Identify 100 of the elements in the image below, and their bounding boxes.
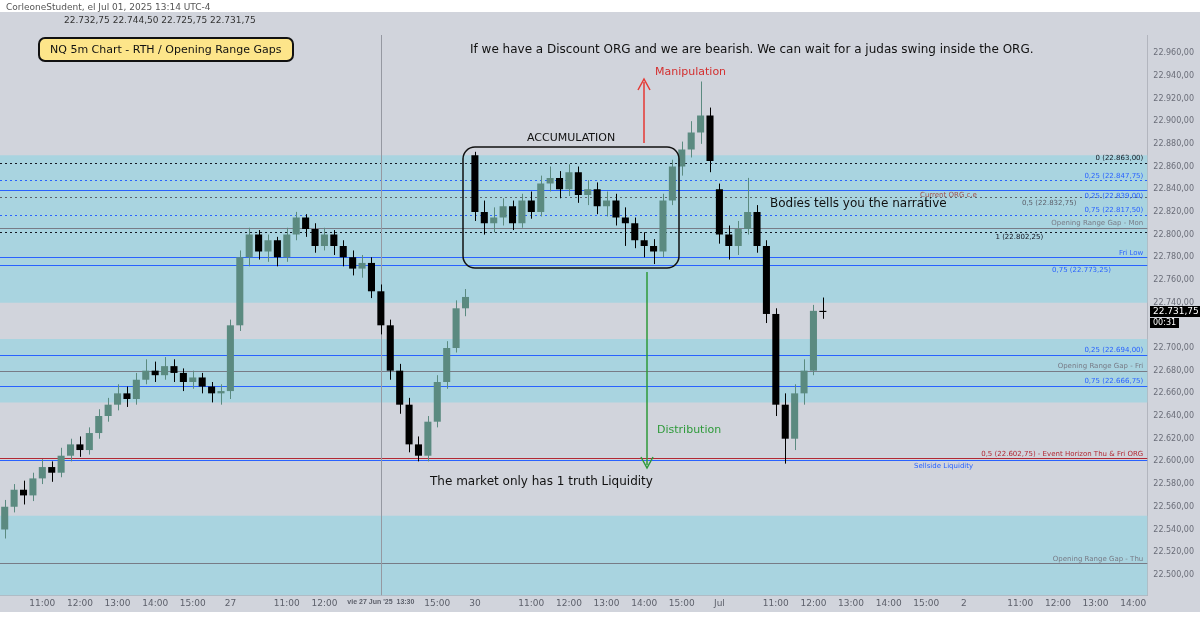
x-tick-label: 13:00 — [104, 597, 131, 608]
text: NQ 5m Chart - RTH / Opening Range Gaps — [38, 37, 294, 62]
annotation: If we have a Discount ORG and we are bearish. We can wait for a judas swing inside the ORG. — [470, 42, 1034, 57]
candlestick — [508, 200, 517, 231]
candlestick — [57, 447, 65, 478]
y-tick-label: 22.880,00 — [1153, 138, 1194, 148]
candlestick — [29, 472, 37, 502]
candlestick — [480, 200, 488, 236]
candlestick — [640, 231, 648, 258]
x-tick-label: 13:00 — [838, 597, 865, 608]
candlestick — [198, 372, 206, 394]
y-tick-label: 22.620,00 — [1153, 433, 1194, 443]
y-tick-label: 22.940,00 — [1153, 70, 1194, 80]
candlestick — [687, 120, 695, 158]
candlestick — [132, 372, 140, 406]
y-tick-label: 22.960,00 — [1153, 48, 1194, 58]
x-tick-label: 15:00 — [179, 597, 207, 608]
y-tick-label: 22.660,00 — [1153, 388, 1194, 398]
candlestick — [95, 408, 103, 440]
y-tick-label: 22.820,00 — [1153, 206, 1194, 216]
y-tick-label: 22.520,00 — [1153, 547, 1194, 557]
y-tick-label: 22.540,00 — [1153, 524, 1194, 534]
y-tick-label: 22.600,00 — [1153, 456, 1194, 466]
candlestick — [48, 460, 56, 483]
x-tick-label: 13:00 — [1082, 597, 1109, 608]
candlestick — [518, 193, 526, 229]
annotation: The market only has 1 truth Liquidity — [430, 474, 653, 489]
y-tick-label: 22.580,00 — [1153, 479, 1194, 489]
candlestick — [339, 239, 347, 267]
candlestick — [565, 163, 573, 197]
annotation: ACCUMULATION — [527, 131, 616, 145]
x-tick-label: 14:00 — [875, 597, 902, 608]
candlestick — [320, 227, 328, 251]
y-tick-label: 22.780,00 — [1153, 252, 1194, 262]
candlestick — [527, 190, 535, 220]
x-tick-label: 12:00 — [555, 597, 583, 608]
y-tick-label: 22.500,00 — [1153, 569, 1194, 579]
y-tick-label: 22.920,00 — [1153, 93, 1194, 103]
candlestick — [114, 383, 122, 411]
x-tick-label: 12:00 — [800, 597, 827, 608]
candlestick — [744, 177, 752, 236]
x-tick-label: 11:00 — [29, 597, 56, 608]
candlestick — [85, 426, 93, 456]
candlestick — [358, 254, 366, 279]
annotation: Distribution — [657, 423, 722, 437]
x-tick-label: 30 — [469, 597, 481, 608]
candlestick — [349, 249, 357, 276]
candlestick — [38, 458, 46, 485]
x-tick-label: 11:00 — [273, 597, 301, 608]
candlestick — [612, 193, 620, 227]
candlestick — [217, 383, 225, 406]
candlestick — [574, 166, 582, 204]
x-tick-label: 14:00 — [142, 597, 169, 608]
candlestick — [650, 238, 658, 265]
x-tick-label: 15:00 — [913, 597, 940, 608]
candlestick — [264, 234, 272, 263]
candlestick — [461, 288, 470, 317]
candlestick — [800, 358, 808, 406]
candlestick — [170, 358, 178, 383]
y-tick-label: 22.760,00 — [1153, 275, 1194, 285]
y-tick-label: 22.640,00 — [1153, 411, 1194, 421]
candlestick — [67, 438, 75, 462]
x-tick-label: 11:00 — [518, 597, 545, 608]
candlestick — [1, 499, 9, 539]
x-tick-label: 12:00 — [311, 597, 338, 608]
candlestick — [179, 367, 187, 392]
text: 22.731,75 — [1150, 306, 1200, 317]
x-tick-label: 11:00 — [1007, 597, 1034, 608]
text: CorleoneStudent, el Jul 01, 2025 13:14 UTC-4 — [6, 2, 211, 13]
x-tick-label: Jul — [712, 597, 725, 608]
candlestick — [283, 227, 291, 263]
x-tick-label: 15:00 — [424, 597, 451, 608]
candlestick — [245, 227, 253, 267]
x-tick-label: 12:00 — [66, 597, 94, 608]
candlestick — [189, 370, 197, 390]
candlestick — [631, 217, 639, 249]
candlestick — [414, 435, 422, 462]
y-tick-label: 22.560,00 — [1153, 501, 1194, 511]
candlestick — [142, 358, 150, 385]
candlestick — [593, 181, 601, 215]
x-tick-label: 27 — [224, 597, 237, 608]
candlestick — [123, 386, 131, 408]
y-tick-label: 22.740,00 — [1153, 297, 1194, 307]
candlestick — [556, 170, 564, 199]
candlestick — [546, 166, 554, 192]
y-tick-label: 22.700,00 — [1153, 343, 1194, 353]
candlestick — [273, 236, 281, 267]
annotation: Manipulation — [655, 65, 727, 79]
y-tick-label: 22.680,00 — [1153, 365, 1194, 375]
text: 22.732,75 22.744,50 22.725,75 22.731,75 — [64, 15, 256, 26]
candlestick — [311, 222, 319, 254]
candlestick — [76, 435, 84, 458]
candlestick — [292, 211, 300, 241]
x-tick-label: 15:00 — [668, 597, 696, 608]
candlestick — [10, 483, 18, 513]
x-tick-label: 12:00 — [1044, 597, 1072, 608]
y-tick-label: 22.840,00 — [1153, 184, 1194, 194]
x-tick-label: 13:00 — [593, 597, 620, 608]
y-tick-label: 22.900,00 — [1153, 116, 1194, 126]
candlestick — [104, 397, 112, 423]
